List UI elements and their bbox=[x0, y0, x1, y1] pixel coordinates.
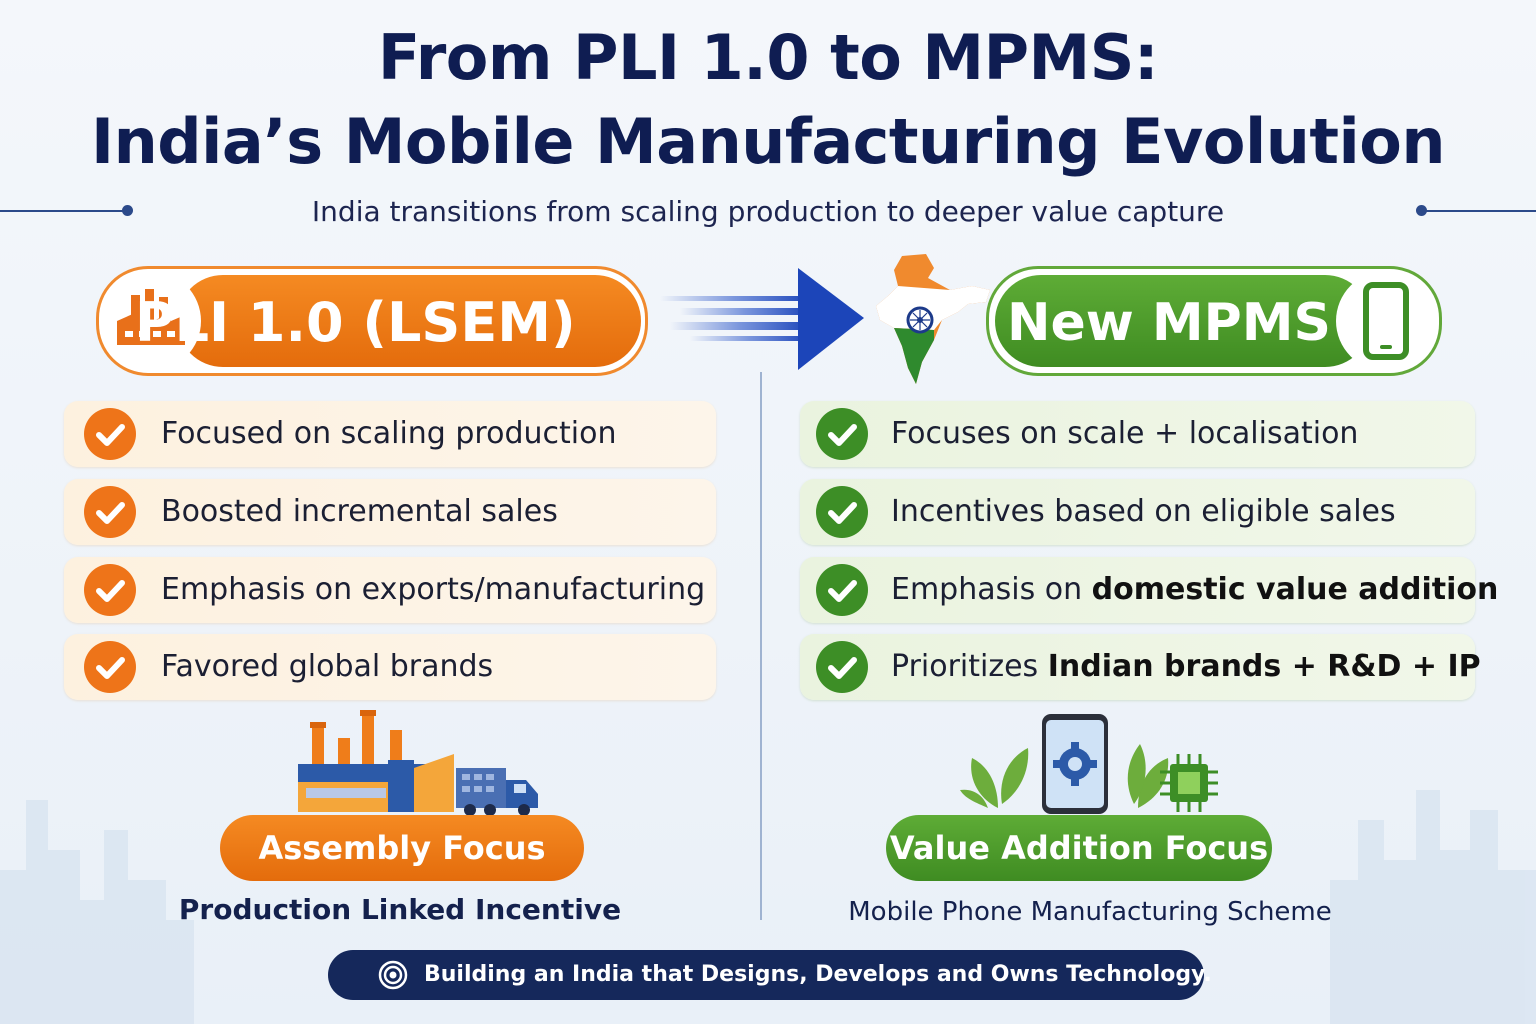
target-icon bbox=[378, 960, 408, 990]
mpms-feature-text: Emphasis on domestic value addition bbox=[891, 557, 1498, 623]
value-addition-focus-badge: Value Addition Focus bbox=[886, 815, 1272, 881]
mpms-header-pill bbox=[986, 266, 1442, 376]
decorative-line-right bbox=[1424, 210, 1536, 212]
column-divider bbox=[760, 372, 762, 920]
pli-feature-item: Boosted incremental sales bbox=[64, 479, 716, 545]
mpms-feature-text-plain: Emphasis on bbox=[891, 572, 1092, 607]
decorative-dot-right bbox=[1416, 205, 1427, 216]
decorative-dot-left bbox=[122, 205, 133, 216]
page-title-line-1: From PLI 1.0 to MPMS: bbox=[377, 21, 1159, 94]
mpms-feature-text: Incentives based on eligible sales bbox=[891, 494, 1396, 529]
mpms-feature-item: Incentives based on eligible sales bbox=[800, 479, 1475, 545]
phone-plants-chip-illustration-icon bbox=[960, 714, 1218, 814]
mpms-feature-text-bold: domestic value addition bbox=[1091, 572, 1499, 607]
pli-feature-item: Favored global brands bbox=[64, 634, 716, 700]
pli-feature-item: Emphasis on exports/manufacturing bbox=[64, 557, 716, 623]
transition-arrow-icon bbox=[660, 268, 864, 370]
mpms-feature-text-plain: Prioritizes bbox=[891, 649, 1048, 684]
assembly-focus-badge: Assembly Focus bbox=[220, 815, 584, 881]
mpms-feature-text: Focuses on scale + localisation bbox=[891, 416, 1359, 451]
decorative-line-left bbox=[0, 210, 128, 212]
mpms-header-label: New MPMS bbox=[1007, 293, 1331, 353]
pli-header-pill bbox=[96, 266, 648, 376]
pli-feature-text: Favored global brands bbox=[161, 649, 494, 684]
mpms-feature-text: Prioritizes Indian brands + R&D + IP bbox=[891, 634, 1481, 700]
pli-header-pill-fill bbox=[177, 275, 641, 367]
check-icon bbox=[84, 641, 136, 693]
pli-feature-text: Boosted incremental sales bbox=[161, 494, 558, 529]
india-map-icon bbox=[876, 254, 990, 384]
mpms-header-pill-fill bbox=[995, 275, 1371, 367]
check-icon bbox=[816, 408, 868, 460]
page-title-line-2: India’s Mobile Manufacturing Evolution bbox=[91, 105, 1446, 178]
page-subtitle: India transitions from scaling productio… bbox=[311, 195, 1225, 228]
pli-feature-item: Focused on scaling production bbox=[64, 401, 716, 467]
city-skyline-background bbox=[0, 790, 1536, 1024]
pli-feature-text: Focused on scaling production bbox=[161, 416, 617, 451]
pli-caption: Production Linked Incentive bbox=[178, 893, 622, 926]
check-icon bbox=[816, 641, 868, 693]
check-icon bbox=[84, 408, 136, 460]
mpms-feature-item: Focuses on scale + localisation bbox=[800, 401, 1475, 467]
mpms-caption: Mobile Phone Manufacturing Scheme bbox=[848, 897, 1332, 927]
mpms-feature-item: Emphasis on domestic value addition bbox=[800, 557, 1498, 623]
pli-feature-text: Emphasis on exports/manufacturing bbox=[161, 572, 706, 607]
footer-text: Building an India that Designs, Develops… bbox=[424, 962, 1212, 987]
check-icon bbox=[84, 486, 136, 538]
footer-banner bbox=[328, 950, 1204, 1000]
mpms-feature-item: Prioritizes Indian brands + R&D + IP bbox=[800, 634, 1481, 700]
pli-header-label: PLI 1.0 (LSEM) bbox=[135, 291, 576, 354]
mpms-feature-text-bold: Indian brands + R&D + IP bbox=[1047, 649, 1481, 684]
factory-truck-illustration-icon bbox=[298, 710, 538, 816]
factory-icon bbox=[101, 271, 201, 371]
check-icon bbox=[816, 564, 868, 616]
check-icon bbox=[84, 564, 136, 616]
smartphone-icon bbox=[1336, 271, 1436, 371]
check-icon bbox=[816, 486, 868, 538]
